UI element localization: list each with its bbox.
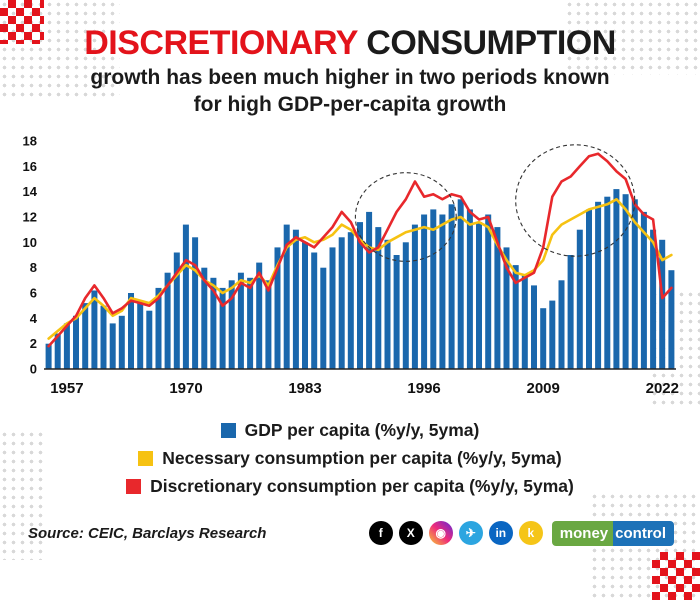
svg-text:1957: 1957	[50, 380, 83, 397]
svg-text:2022: 2022	[646, 380, 679, 397]
legend-swatch	[126, 478, 142, 494]
svg-text:0: 0	[30, 361, 37, 376]
svg-text:6: 6	[30, 285, 37, 300]
facebook-icon[interactable]: f	[368, 521, 393, 546]
footer: Source: CEIC, Barclays Research f X ◉ ✈ in k …	[0, 520, 700, 546]
logo-money: money	[551, 520, 614, 546]
red-pixel-pattern-bottom-right	[652, 552, 700, 600]
svg-text:2: 2	[30, 336, 37, 351]
page-subtitle: growth has been much higher in two perio…	[0, 65, 700, 119]
svg-text:2009: 2009	[527, 380, 560, 397]
legend-swatch	[138, 450, 154, 466]
legend-swatch	[220, 422, 236, 438]
svg-text:1996: 1996	[407, 380, 440, 397]
svg-text:14: 14	[23, 184, 38, 199]
legend-item: GDP per capita (%y/y, 5yma)	[0, 420, 700, 441]
logo-control: control	[613, 520, 674, 546]
svg-text:16: 16	[23, 159, 37, 174]
linkedin-icon[interactable]: in	[488, 521, 513, 546]
page-title: DISCRETIONARY CONSUMPTION	[0, 24, 700, 63]
legend-label: Discretionary consumption per capita (%y…	[150, 475, 574, 496]
moneycontrol-logo[interactable]: money control	[551, 520, 674, 546]
title-word-discretionary: DISCRETIONARY	[84, 24, 358, 62]
telegram-icon[interactable]: ✈	[458, 521, 483, 546]
x-twitter-icon[interactable]: X	[398, 521, 423, 546]
legend-label: Necessary consumption per capita (%y/y, …	[162, 447, 562, 468]
svg-text:1983: 1983	[288, 380, 321, 397]
koo-icon[interactable]: k	[518, 521, 543, 546]
subtitle-line-2: for high GDP-per-capita growth	[193, 92, 507, 116]
legend-item: Necessary consumption per capita (%y/y, …	[0, 448, 700, 469]
consumption-bar-line-chart: 0 2 4 6 8 10 12 14 16 18 1957 1970 1983 1996 2009 2022	[23, 133, 679, 397]
subtitle-line-1: growth has been much higher in two perio…	[90, 66, 610, 90]
svg-text:1970: 1970	[169, 380, 202, 397]
chart-legend: GDP per capita (%y/y, 5yma) Necessary con…	[0, 420, 700, 497]
svg-text:12: 12	[23, 209, 37, 224]
svg-text:10: 10	[23, 235, 37, 250]
chart-area: 0 2 4 6 8 10 12 14 16 18 1957 1970 1983 1996 2009 2022	[12, 129, 700, 406]
svg-text:8: 8	[30, 260, 37, 275]
social-icons: f X ◉ ✈ in k money control	[363, 520, 674, 546]
legend-item: Discretionary consumption per capita (%y…	[0, 476, 700, 497]
instagram-icon[interactable]: ◉	[428, 521, 453, 546]
svg-text:4: 4	[30, 311, 38, 326]
legend-label: GDP per capita (%y/y, 5yma)	[244, 419, 480, 440]
title-word-consumption: CONSUMPTION	[366, 24, 616, 62]
source-text: Source: CEIC, Barclays Research	[28, 524, 267, 542]
svg-text:18: 18	[23, 133, 37, 148]
